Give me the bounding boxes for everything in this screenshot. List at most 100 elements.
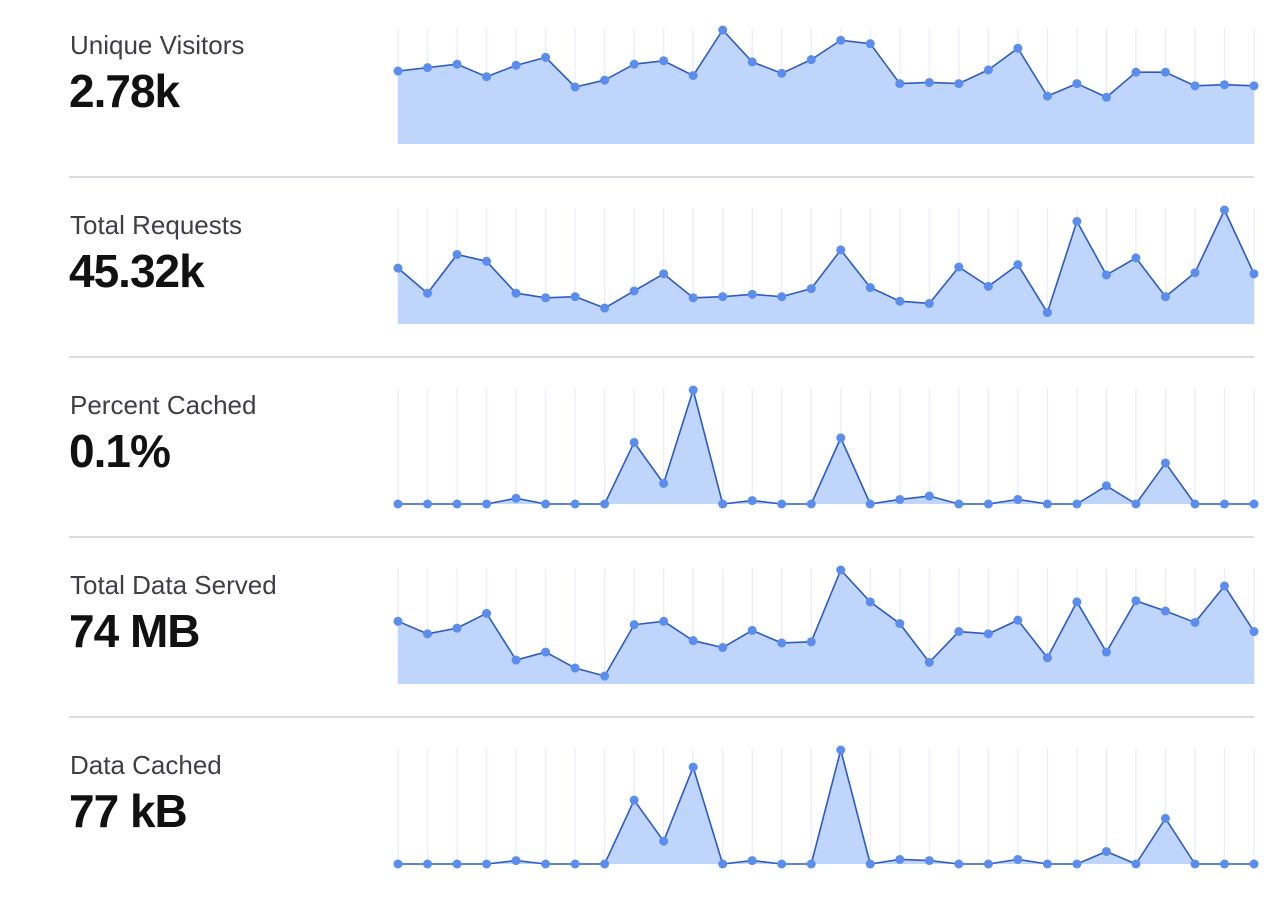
data-point — [1042, 308, 1052, 318]
metric-label: Total Data Served — [70, 570, 277, 600]
data-point — [1101, 647, 1111, 657]
data-point — [924, 491, 934, 501]
data-point — [895, 296, 905, 306]
data-point — [895, 854, 905, 864]
data-point — [393, 859, 403, 869]
data-point — [570, 82, 580, 92]
sparkline-chart — [393, 745, 1259, 869]
metric-row-unique-visitors: Unique Visitors 2.78k — [0, 0, 1284, 180]
data-point — [688, 71, 698, 81]
data-point — [688, 385, 698, 395]
data-point — [777, 859, 787, 869]
data-point — [1249, 859, 1259, 869]
metric-label: Unique Visitors — [70, 30, 245, 60]
data-point — [511, 288, 521, 298]
data-point — [836, 565, 846, 575]
data-point — [718, 643, 728, 653]
data-point — [777, 638, 787, 648]
data-point — [482, 859, 492, 869]
data-point — [482, 72, 492, 82]
data-point — [541, 293, 551, 303]
data-point — [865, 39, 875, 49]
data-point — [806, 284, 816, 294]
data-point — [423, 499, 433, 509]
data-point — [1160, 606, 1170, 616]
data-point — [747, 57, 757, 67]
data-point — [895, 619, 905, 629]
data-point — [452, 859, 462, 869]
data-point — [452, 59, 462, 69]
metric-value: 0.1% — [69, 425, 171, 477]
data-point — [659, 269, 669, 279]
data-point — [1190, 499, 1200, 509]
row-divider — [69, 716, 1254, 718]
data-point — [1131, 67, 1141, 77]
data-point — [1190, 81, 1200, 91]
data-point — [777, 68, 787, 78]
data-point — [1219, 859, 1229, 869]
data-point — [1072, 499, 1082, 509]
data-point — [1072, 597, 1082, 607]
data-point — [600, 859, 610, 869]
sparkline-chart — [393, 205, 1259, 324]
data-point — [570, 292, 580, 302]
sparkline-chart — [393, 565, 1259, 684]
data-point — [688, 762, 698, 772]
data-point — [924, 856, 934, 866]
series-line — [397, 29, 1255, 99]
data-point — [600, 671, 610, 681]
data-point — [983, 629, 993, 639]
data-point — [1131, 859, 1141, 869]
area-fill — [398, 210, 1254, 324]
data-point — [1131, 253, 1141, 263]
data-point — [511, 655, 521, 665]
data-point — [836, 745, 846, 755]
data-point — [659, 616, 669, 626]
sparkline-chart — [393, 385, 1259, 509]
data-point — [452, 499, 462, 509]
data-point — [629, 620, 639, 630]
data-point — [600, 499, 610, 509]
data-point — [1013, 494, 1023, 504]
data-point — [836, 433, 846, 443]
data-point — [865, 859, 875, 869]
data-point — [1072, 859, 1082, 869]
data-point — [511, 493, 521, 503]
metric-value: 77 kB — [69, 785, 188, 837]
data-point — [1101, 270, 1111, 280]
data-point — [659, 836, 669, 846]
metric-label: Percent Cached — [70, 390, 257, 420]
data-point — [806, 859, 816, 869]
data-point — [1160, 292, 1170, 302]
metric-label: Total Requests — [70, 210, 242, 240]
data-point — [1042, 91, 1052, 101]
data-point — [452, 249, 462, 259]
data-point — [747, 625, 757, 635]
data-point — [924, 77, 934, 87]
data-point — [1160, 458, 1170, 468]
metric-row-percent-cached: Percent Cached 0.1% — [0, 360, 1284, 540]
data-point — [511, 856, 521, 866]
data-point — [482, 256, 492, 266]
data-point — [452, 623, 462, 633]
data-point — [806, 637, 816, 647]
data-point — [688, 293, 698, 303]
data-point — [1190, 859, 1200, 869]
data-point — [747, 289, 757, 299]
data-point — [865, 499, 875, 509]
data-point — [600, 303, 610, 313]
metric-value: 74 MB — [69, 605, 200, 657]
data-point — [1013, 854, 1023, 864]
data-point — [1160, 67, 1170, 77]
data-point — [1042, 653, 1052, 663]
data-point — [1219, 581, 1229, 591]
data-point — [541, 52, 551, 62]
data-point — [393, 616, 403, 626]
data-point — [1101, 481, 1111, 491]
metric-row-total-data-served: Total Data Served 74 MB — [0, 540, 1284, 720]
data-point — [1249, 627, 1259, 637]
metric-value: 45.32k — [69, 245, 205, 297]
data-point — [924, 298, 934, 308]
data-point — [629, 437, 639, 447]
data-point — [423, 859, 433, 869]
